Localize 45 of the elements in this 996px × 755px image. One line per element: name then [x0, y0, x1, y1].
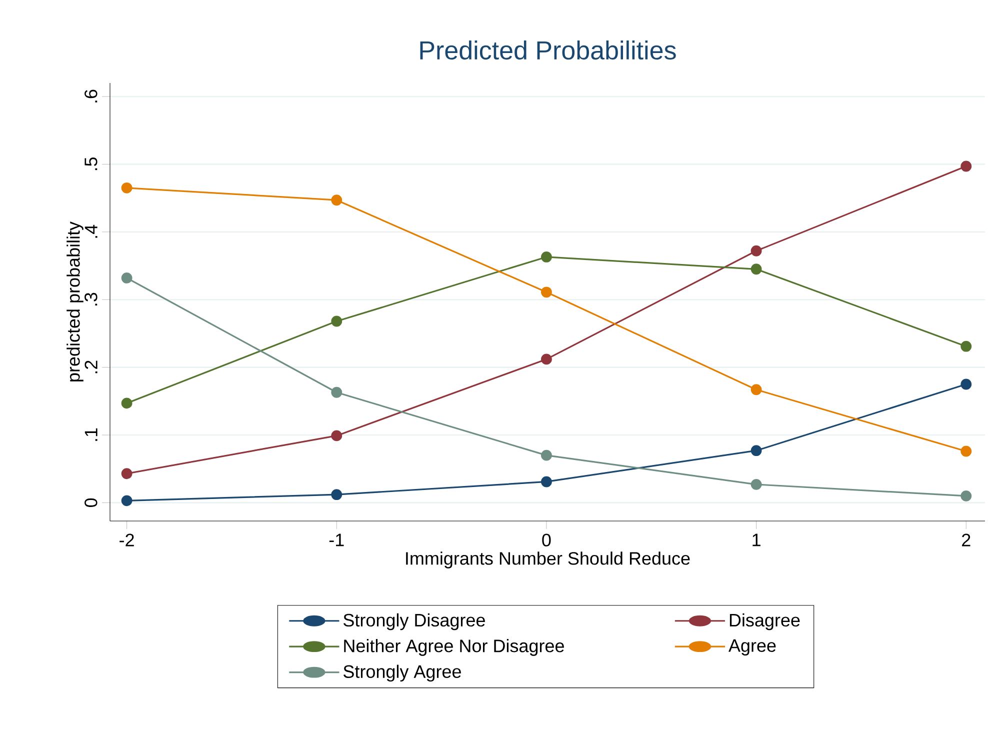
point — [960, 378, 972, 390]
y-tick-label: .2 — [84, 360, 98, 374]
point — [960, 490, 972, 502]
point — [960, 340, 972, 352]
point — [750, 384, 762, 396]
point — [331, 194, 342, 206]
point — [121, 495, 132, 506]
point — [540, 450, 552, 461]
point — [750, 478, 762, 490]
point — [750, 445, 762, 456]
legend-label: Disagree — [730, 613, 800, 630]
point — [960, 446, 972, 457]
point — [540, 476, 552, 488]
point — [750, 245, 762, 256]
point — [331, 430, 342, 442]
point — [121, 272, 132, 284]
point — [331, 489, 342, 500]
legend-label: Strongly Disagree — [344, 613, 485, 630]
x-axis-title: Immigrants Number Should Reduce — [406, 552, 690, 568]
point — [540, 252, 552, 262]
point — [121, 468, 132, 480]
point — [960, 160, 972, 172]
y-tick-label: 0 — [84, 498, 98, 508]
y-tick-label: .3 — [84, 292, 98, 306]
y-tick-label: .5 — [84, 157, 98, 170]
chart-title: Predicted Probabilities — [420, 40, 676, 60]
y-tick-label: .6 — [84, 90, 98, 102]
point — [121, 182, 132, 194]
point — [121, 398, 132, 409]
y-tick-label: .4 — [84, 224, 98, 238]
x-tick-label: 1 — [752, 534, 760, 546]
y-tick-label: .1 — [84, 428, 98, 441]
legend-label: Neither Agree Nor Disagree — [344, 639, 564, 656]
legend-label: Agree — [728, 639, 776, 656]
point — [540, 354, 552, 365]
x-tick-label: 0 — [542, 534, 551, 546]
point — [331, 386, 342, 398]
point — [750, 264, 762, 275]
y-axis-title: predicted probability — [66, 222, 84, 382]
point — [540, 286, 552, 298]
x-tick-label: -2 — [120, 534, 134, 546]
x-tick-label: -1 — [329, 534, 344, 546]
point — [331, 316, 342, 327]
x-tick-label: 2 — [962, 534, 970, 546]
legend-label: Strongly Agree — [344, 664, 461, 682]
